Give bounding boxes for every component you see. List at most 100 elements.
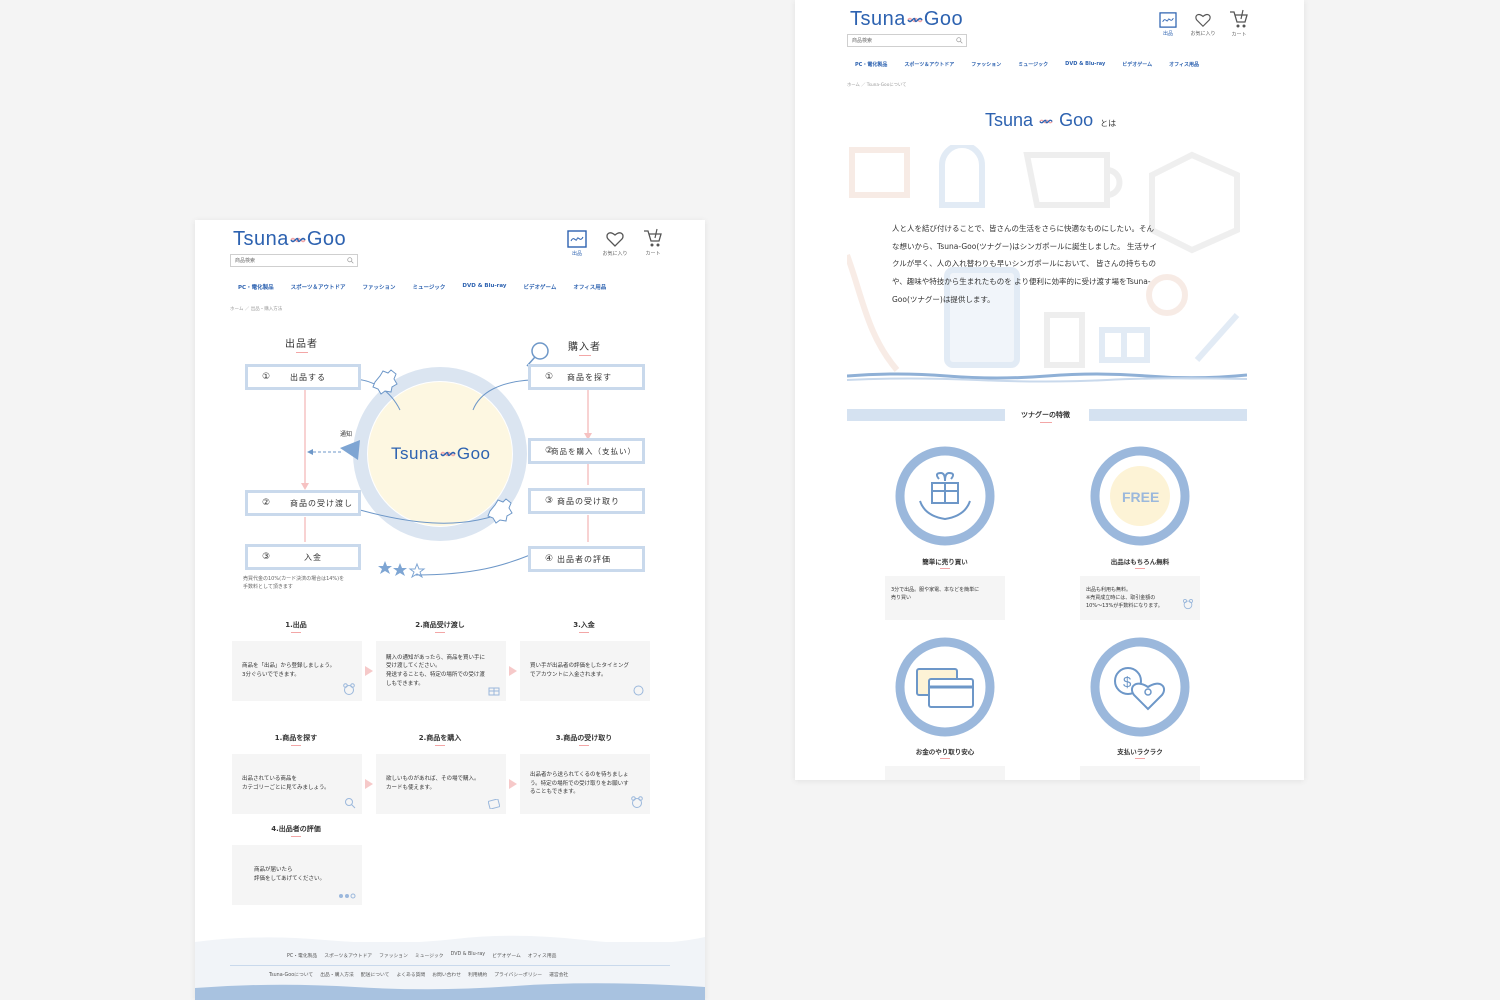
search-input[interactable]: 商品検索: [847, 34, 967, 47]
footer-link[interactable]: PC・電化製品: [287, 954, 318, 959]
buyer-section-title-4: 4.出品者の評価: [232, 824, 360, 837]
fee-note: 売買代金の10%(カード決済の場合は14%)を 手数料として頂きます: [243, 576, 344, 591]
nav-item-pc[interactable]: PC・電化製品: [855, 62, 888, 68]
feature-name-4: 支払いラクラク: [1080, 746, 1200, 759]
seller-section-title-3: 3.入金: [520, 620, 648, 633]
footer-link[interactable]: スポーツ＆アウトドア: [324, 954, 373, 959]
main-nav: PC・電化製品 スポーツ＆アウトドア ファッション ミュージック DVD & B…: [238, 283, 623, 291]
step-number: ①: [262, 372, 272, 382]
about-title: Tsuna Goo とは: [985, 110, 1116, 131]
knot-logo-icon: [290, 237, 306, 242]
buyer-section-card-1: 出品されている商品を カテゴリーごとに見てみましょう。: [232, 754, 362, 814]
feature-desc-line: ※売買成立時には、取引金額の: [1086, 595, 1156, 601]
footer-link[interactable]: オフィス用品: [527, 954, 557, 959]
band-right: [1089, 409, 1247, 421]
header-favorite-button[interactable]: お気に入り: [1188, 12, 1218, 37]
nav-item-sports[interactable]: スポーツ＆アウトドア: [904, 62, 955, 68]
card-line: 出品されている商品を: [242, 776, 297, 783]
free-badge: FREE: [1122, 489, 1160, 505]
nav-item-office[interactable]: オフィス用品: [1169, 62, 1200, 68]
search-icon[interactable]: [347, 257, 354, 264]
nav-item-fashion[interactable]: ファッション: [971, 62, 1002, 68]
nav-item-games[interactable]: ビデオゲーム: [523, 285, 557, 291]
features-band: [847, 409, 1247, 421]
cart-label: カート: [645, 251, 661, 257]
nav-item-fashion[interactable]: ファッション: [362, 285, 396, 291]
footer-link[interactable]: 出品・購入方法: [320, 973, 354, 978]
header-favorite-button[interactable]: お気に入り: [600, 230, 630, 257]
logo-text-right: Goo: [306, 228, 347, 250]
step-label: 商品を探す: [567, 372, 612, 382]
header-sell-button[interactable]: 出品: [1153, 12, 1183, 37]
logo-text-left: Tsuna: [233, 228, 289, 250]
feature-desc-line: 10%〜13%が手数料になります。: [1086, 603, 1163, 609]
card-line: 商品を「出品」から登録しましょう。: [242, 663, 336, 670]
seller-section-card-3: 買い手が出品者の評価をしたタイミング でアカウントに入金されます。: [520, 641, 650, 701]
seller-step-1: ① 出品する: [245, 364, 361, 390]
seller-step-3: ③ 入金: [245, 544, 361, 570]
header-sell-button[interactable]: 出品: [562, 230, 592, 257]
nav-item-games[interactable]: ビデオゲーム: [1122, 62, 1153, 68]
footer-link[interactable]: ビデオゲーム: [492, 954, 521, 959]
about-line: や、趣味や特技から生まれたものを より便利に効率的に受け渡す場をTsuna-: [892, 276, 1151, 286]
about-page: Tsuna Goo 商品検索 出品 お気に入り カート PC・電化製品 スポーツ…: [795, 0, 1304, 780]
favorite-label: お気に入り: [1190, 31, 1216, 37]
nav-item-dvd[interactable]: DVD & Blu-ray: [462, 283, 507, 289]
cart-label: カート: [1231, 32, 1247, 38]
footer-link[interactable]: 利用規約: [468, 973, 488, 978]
header-cart-button[interactable]: カート: [1224, 9, 1254, 38]
footer-link[interactable]: ファッション: [379, 954, 408, 959]
card-line: 評価をしてあげてください。: [254, 876, 326, 882]
card-line: 発送することも、特定の場所での受け渡: [386, 672, 485, 678]
nav-item-sports[interactable]: スポーツ＆アウトドア: [290, 285, 346, 291]
features-title: ツナグーの特徴: [1009, 410, 1082, 423]
logo[interactable]: Tsuna Goo: [850, 8, 963, 31]
footer-link[interactable]: ミュージック: [414, 954, 444, 959]
section-arrow: [509, 666, 517, 676]
footer-link[interactable]: 運営会社: [549, 973, 569, 978]
search-icon: [345, 798, 356, 809]
header-cart-button[interactable]: カート: [638, 228, 668, 257]
footer-link[interactable]: Tsuna-Gooについて: [269, 973, 314, 978]
buyer-section-title-2: 2.商品を購入: [376, 733, 504, 746]
footer-link[interactable]: 配送について: [360, 973, 390, 978]
stars-icon: [339, 893, 356, 899]
feature-desc-2: 出品も利用も無料。 ※売買成立時には、取引金額の 10%〜13%が手数料になりま…: [1080, 576, 1200, 620]
footer-link[interactable]: よくある質問: [396, 973, 426, 978]
bear-icon: [1183, 599, 1193, 610]
breadcrumb[interactable]: ホーム ／ Tsuna-Gooについて: [847, 83, 907, 88]
heart-icon: [606, 232, 624, 247]
footer-link[interactable]: プライバシーポリシー: [494, 973, 543, 978]
fee-note-line-1: 売買代金の10%(カード決済の場合は14%)を: [243, 576, 345, 582]
diagram-center-logo: Tsuna Goo: [391, 444, 491, 464]
nav-item-pc[interactable]: PC・電化製品: [238, 285, 274, 291]
sell-label: 出品: [1162, 31, 1173, 37]
card-line: 買い手が出品者の評価をしたタイミング: [530, 663, 630, 670]
seller-section-card-1: 商品を「出品」から登録しましょう。 3分ぐらいでできます。: [232, 641, 362, 701]
section-arrow: [365, 779, 373, 789]
knot-logo-icon: [907, 17, 923, 22]
nav-item-office[interactable]: オフィス用品: [573, 285, 607, 291]
step-number: ④: [545, 554, 555, 564]
nav-item-music[interactable]: ミュージック: [1018, 62, 1049, 68]
how-to-page: Tsuna Goo 商品検索 出品 お気に入り カート PC・電化製品 スポーツ…: [195, 220, 705, 1000]
footer-link[interactable]: DVD & Blu-ray: [450, 952, 486, 957]
logo[interactable]: Tsuna Goo: [233, 228, 346, 251]
step-number: ②: [262, 498, 272, 508]
nav-item-dvd[interactable]: DVD & Blu-ray: [1065, 61, 1106, 67]
nav-item-music[interactable]: ミュージック: [412, 285, 446, 291]
search-placeholder: 商品検索: [235, 258, 256, 264]
search-icon[interactable]: [956, 37, 963, 44]
breadcrumb[interactable]: ホーム ／ 出品・購入方法: [230, 307, 283, 312]
feature-desc-line: 売り買い: [891, 595, 912, 601]
card-line: ることもできます。: [530, 789, 579, 796]
buyer-section-title-3: 3.商品の受け取り: [520, 733, 648, 746]
feature-desc-4: [1080, 766, 1200, 780]
favorite-label: お気に入り: [602, 251, 628, 257]
feature-name-3: お金のやり取り安心: [885, 746, 1005, 759]
footer-link[interactable]: お問い合わせ: [432, 973, 462, 978]
search-input[interactable]: 商品検索: [230, 254, 358, 267]
seller-section-title-2: 2.商品受け渡し: [376, 620, 504, 633]
about-line: クルが早く、人の入れ替わりも早いシンガポールにおいて、 皆さんの持ちもの: [892, 259, 1157, 269]
buyer-section-card-4: 商品が届いたら 評価をしてあげてください。: [232, 845, 362, 905]
